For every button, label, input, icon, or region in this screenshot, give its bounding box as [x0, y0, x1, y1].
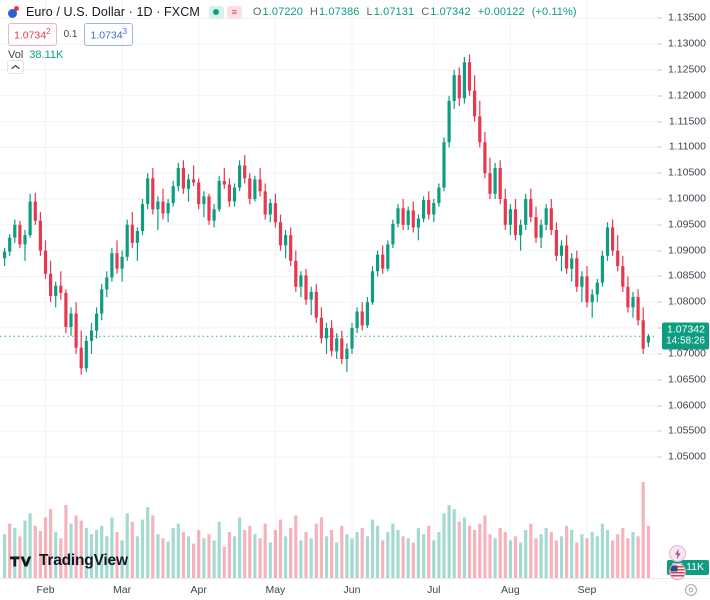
ask-price-value: 1.0734: [90, 29, 123, 42]
ohlc-close-key: C: [421, 6, 430, 18]
time-tick-label-2: Apr: [190, 584, 207, 596]
chart-plot-area[interactable]: [0, 0, 655, 578]
collapse-legend-button[interactable]: [7, 60, 24, 74]
ohlc-low-key: L: [366, 6, 373, 18]
price-tick-label-11: 1.08000: [668, 295, 706, 308]
time-tick-label-7: Sep: [577, 584, 597, 596]
tradingview-brand: TradingView: [39, 552, 128, 569]
tradingview-logo-icon: [10, 556, 32, 566]
ask-price-sup: 3: [122, 27, 128, 37]
bid-price-badge[interactable]: 1.07342: [8, 23, 57, 46]
current-price-value: 1.07342: [667, 323, 705, 336]
price-tick-label-5: 1.11000: [668, 140, 706, 153]
ohlc-high-value: 1.07386: [319, 6, 360, 18]
price-tick-label-6: 1.10500: [668, 166, 706, 179]
current-price-badge[interactable]: 1.07342 14:58:26: [662, 322, 709, 350]
ohlc-open-value: 1.07220: [262, 6, 303, 18]
ohlc-open-key: O: [252, 6, 262, 18]
lightning-bolt-icon: [674, 548, 681, 559]
price-tick-dash: [657, 430, 662, 432]
symbol-title[interactable]: Euro / U.S. Dollar · 1D · FXCM: [26, 5, 200, 19]
price-tick-dash: [657, 69, 662, 71]
price-tick-label-9: 1.09000: [668, 244, 706, 257]
us-flag-button[interactable]: [669, 563, 686, 580]
price-tick-label-0: 1.13500: [668, 11, 706, 24]
price-tick-dash: [657, 95, 662, 97]
price-tick-dash: [657, 172, 662, 174]
ohlc-low: L1.07131: [367, 6, 415, 18]
time-axis[interactable]: Feb Mar Apr May Jun Jul Aug Sep: [0, 578, 710, 600]
price-tick-dash: [657, 224, 662, 226]
spread-value: 0.1: [63, 29, 78, 40]
sell-toggle-button[interactable]: ≡: [226, 5, 242, 19]
equals-icon: ≡: [231, 6, 237, 17]
change-percent: (+0.11%): [531, 6, 577, 18]
buy-toggle-button[interactable]: [208, 5, 224, 19]
change-absolute: +0.00122: [477, 6, 525, 18]
time-tick-label-3: May: [265, 584, 286, 596]
price-tick-label-17: 1.05000: [668, 450, 706, 463]
price-tick-label-3: 1.12000: [668, 89, 706, 102]
price-tick-label-13: 1.07000: [668, 347, 706, 360]
price-tick-dash: [657, 146, 662, 148]
ohlc-close: C1.07342: [421, 6, 471, 18]
price-tick-label-1: 1.13000: [668, 37, 706, 50]
bid-ask-row: 1.07342 0.1 1.07343: [8, 23, 584, 46]
price-tick-label-10: 1.08500: [668, 269, 706, 282]
price-tick-dash: [657, 275, 662, 277]
volume-value: 38.11K: [29, 49, 64, 61]
tradingview-watermark: TradingView: [10, 552, 128, 570]
lightning-bolt-button[interactable]: [669, 545, 686, 562]
ohlc-high: H1.07386: [310, 6, 360, 18]
ask-price-badge[interactable]: 1.07343: [84, 23, 134, 46]
current-time-value: 14:58:26: [666, 335, 705, 347]
bid-price-value: 1.0734: [14, 29, 47, 42]
ohlc-values: O1.07220 H1.07386 L1.07131 C1.07342 +0.0…: [253, 6, 584, 18]
price-tick-label-4: 1.11500: [668, 115, 706, 128]
price-tick-label-14: 1.06500: [668, 373, 706, 386]
bid-price-sup: 2: [46, 27, 51, 37]
price-tick-dash: [657, 198, 662, 200]
ohlc-close-value: 1.07342: [430, 6, 471, 18]
volume-label: Vol: [8, 49, 24, 61]
price-tick-dash: [657, 43, 662, 45]
time-tick-label-1: Mar: [113, 584, 132, 596]
time-tick-label-4: Jun: [343, 584, 361, 596]
price-tick-label-2: 1.12500: [668, 63, 706, 76]
price-tick-dash: [657, 301, 662, 303]
ohlc-low-value: 1.07131: [373, 6, 415, 18]
price-tick-dash: [657, 327, 662, 329]
price-tick-dash: [657, 17, 662, 19]
price-tick-label-7: 1.10000: [668, 192, 706, 205]
price-tick-dash: [657, 353, 662, 355]
ohlc-open: O1.07220: [253, 6, 303, 18]
chevron-up-icon: [11, 64, 20, 70]
ohlc-high-key: H: [310, 6, 319, 18]
time-tick-label-0: Feb: [36, 584, 55, 596]
candlestick-svg: [0, 0, 655, 578]
price-axis[interactable]: 1.13500 1.13000 1.12500 1.12000 1.11500 1.110…: [655, 0, 710, 578]
chart-legend: Euro / U.S. Dollar · 1D · FXCM ≡ O1.0722…: [8, 4, 584, 61]
time-tick-label-5: Jul: [427, 584, 441, 596]
time-tick-label-6: Aug: [501, 584, 520, 596]
gear-icon[interactable]: [684, 583, 698, 597]
price-tick-label-16: 1.05500: [668, 424, 706, 437]
price-tick-dash: [657, 456, 662, 458]
legend-title-row: Euro / U.S. Dollar · 1D · FXCM ≡ O1.0722…: [8, 4, 584, 20]
price-tick-dash: [657, 121, 662, 123]
price-tick-label-15: 1.06000: [668, 399, 706, 411]
volume-legend-row: Vol 38.11K: [8, 49, 584, 61]
euro-dollar-logo-icon: [8, 5, 21, 19]
circle-icon: [213, 9, 220, 15]
legend-toggle-group: ≡: [208, 5, 242, 19]
price-tick-dash: [657, 379, 662, 381]
us-flag-icon: [670, 564, 685, 579]
price-tick-dash: [657, 250, 662, 252]
price-tick-label-8: 1.09500: [668, 218, 706, 231]
price-tick-dash: [657, 405, 662, 406]
